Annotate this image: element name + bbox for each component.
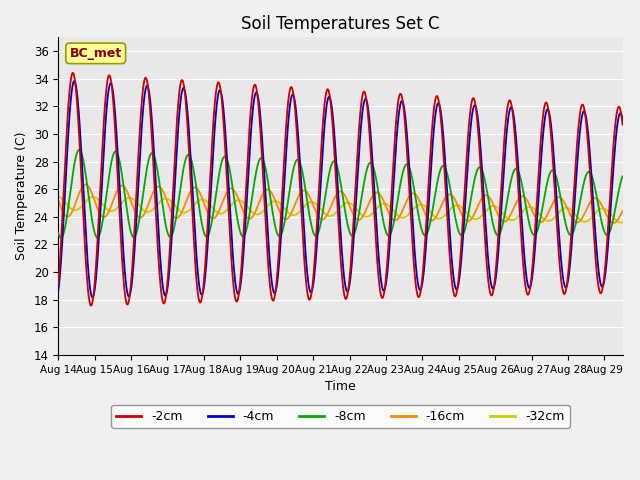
Title: Soil Temperatures Set C: Soil Temperatures Set C [241, 15, 440, 33]
Text: BC_met: BC_met [70, 47, 122, 60]
Y-axis label: Soil Temperature (C): Soil Temperature (C) [15, 132, 28, 260]
Legend: -2cm, -4cm, -8cm, -16cm, -32cm: -2cm, -4cm, -8cm, -16cm, -32cm [111, 405, 570, 428]
X-axis label: Time: Time [325, 380, 356, 393]
